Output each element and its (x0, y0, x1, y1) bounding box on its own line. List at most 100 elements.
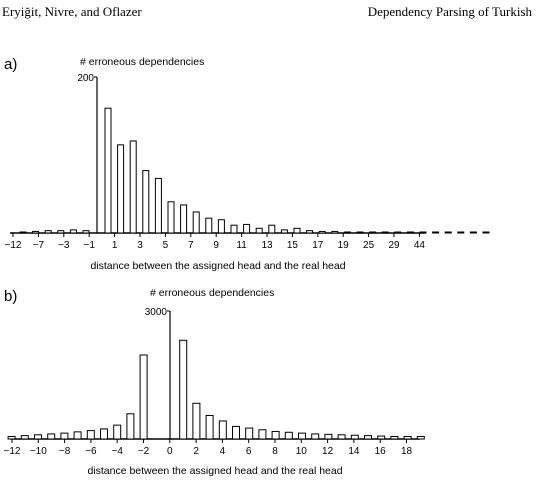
x-tick-label: 2 (193, 446, 199, 457)
bar (129, 140, 137, 234)
y-tick-label: 3000 (145, 307, 168, 318)
x-tick-label: 14 (348, 446, 360, 457)
bar (205, 217, 213, 234)
bar (73, 431, 82, 440)
bar (258, 429, 267, 440)
x-tick-label: 16 (375, 446, 387, 457)
bar (406, 231, 414, 234)
y-axis-label: # erroneous dependencies (150, 287, 274, 299)
x-tick-label: 3 (137, 240, 143, 251)
x-tick-label: −6 (85, 446, 97, 457)
x-axis-label: distance between the assigned head and t… (87, 465, 342, 477)
bar (416, 435, 425, 440)
x-tick-label: 11 (236, 240, 247, 251)
x-tick-label: −10 (30, 446, 47, 457)
x-tick-label: 29 (388, 240, 400, 251)
bar (69, 229, 77, 234)
x-tick-label: 15 (287, 240, 299, 251)
bar (311, 433, 320, 440)
bar (364, 435, 372, 440)
bar (318, 230, 326, 234)
bar (293, 227, 301, 234)
running-header-title: Dependency Parsing of Turkish (367, 4, 532, 19)
bar (403, 435, 412, 440)
x-tick-label: 12 (322, 446, 334, 457)
bar (232, 425, 240, 440)
x-tick-label: −8 (59, 446, 71, 457)
bar (167, 201, 175, 234)
bar (369, 231, 377, 234)
x-tick-label: −4 (111, 446, 123, 457)
x-tick-label: 44 (414, 240, 426, 251)
bar (217, 219, 225, 234)
bar (34, 434, 42, 440)
x-tick-label: 19 (338, 240, 350, 251)
bar (331, 230, 339, 234)
x-tick-label: 13 (261, 240, 273, 251)
bar (230, 224, 238, 234)
bar (104, 107, 112, 234)
bar (280, 229, 288, 234)
bar (139, 354, 148, 440)
bar (394, 231, 402, 234)
x-tick-label: 25 (363, 240, 375, 251)
bar (271, 430, 280, 440)
bar (100, 428, 108, 440)
bar (284, 431, 293, 440)
x-tick-label: 5 (163, 240, 169, 251)
bar (243, 223, 251, 234)
bar (113, 424, 122, 440)
running-header-authors: Eryiğit, Nivre, and Oflazer (2, 4, 142, 19)
bar (432, 231, 440, 234)
x-tick-label: 7 (188, 240, 194, 251)
bar (306, 230, 314, 234)
x-tick-label: 8 (272, 446, 278, 457)
bar (57, 230, 65, 234)
bar (377, 435, 386, 440)
x-tick-label: −3 (58, 240, 70, 251)
bar (20, 435, 29, 440)
x-tick-label: 18 (401, 446, 413, 457)
x-tick-label: 17 (312, 240, 324, 251)
bar (444, 231, 452, 234)
bar (126, 413, 135, 440)
bar (245, 427, 254, 440)
bar (337, 434, 346, 440)
x-tick-label: 10 (296, 446, 308, 457)
x-tick-label: −2 (138, 446, 150, 457)
bar (218, 420, 227, 440)
x-tick-label: 9 (213, 240, 219, 251)
y-tick-label: 200 (77, 73, 94, 84)
bar (60, 432, 69, 440)
bar (47, 433, 56, 440)
bar (117, 144, 125, 234)
bar (205, 414, 214, 440)
bar (142, 170, 150, 234)
bar (343, 231, 351, 234)
bar (390, 435, 399, 440)
x-tick-label: 1 (112, 240, 118, 251)
x-tick-label: 0 (167, 446, 173, 457)
bar (356, 231, 364, 234)
x-tick-label: −7 (33, 240, 45, 251)
x-tick-label: −12 (4, 446, 21, 457)
bar (86, 430, 95, 440)
bar (82, 230, 90, 234)
bar (32, 230, 40, 234)
bar (180, 204, 188, 234)
bar (192, 402, 201, 440)
x-tick-label: 6 (246, 446, 252, 457)
bar (192, 211, 200, 234)
bar (381, 231, 389, 234)
bar (7, 435, 16, 440)
x-tick-label: −12 (5, 240, 22, 251)
panel-b-label: b) (4, 288, 18, 305)
bar (324, 433, 333, 440)
bar (19, 231, 27, 234)
bar (268, 224, 276, 234)
bar (298, 432, 306, 440)
bar (469, 231, 477, 234)
bar (457, 231, 465, 234)
